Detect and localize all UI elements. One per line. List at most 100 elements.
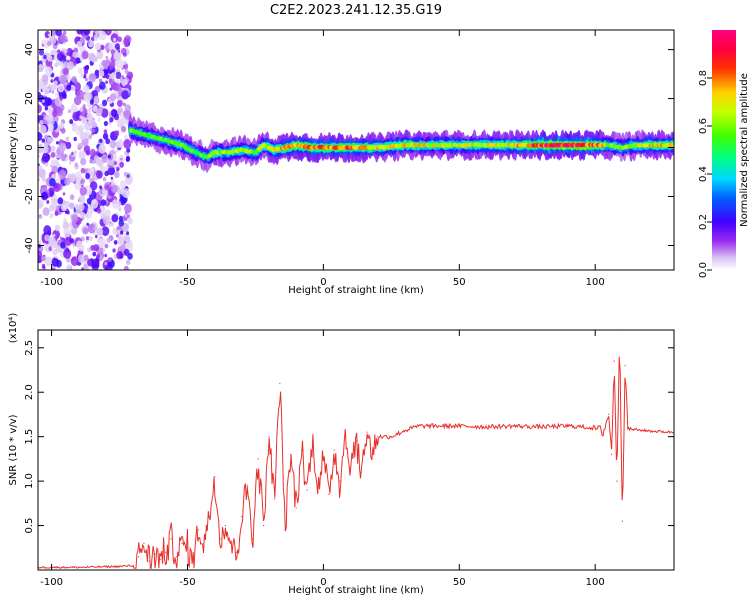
snr-data-point: [143, 542, 145, 544]
noise-cell: [62, 221, 70, 230]
colorbar: 0.0 0.2 0.4 0.6 0.8 Normalized spectral ampl…: [698, 30, 750, 278]
noise-cell: [115, 71, 122, 80]
noise-cell: [38, 144, 44, 154]
snr-panel: -100 -50 0 50 100 0.5 1.0 1.5 2.0 2.5 Height of s…: [8, 313, 675, 596]
noise-cell: [48, 178, 56, 187]
snr-marks: [38, 330, 674, 569]
spectrogram-x-tick-label: -100: [40, 277, 63, 288]
noise-cell: [56, 52, 64, 61]
noise-cell: [38, 49, 45, 56]
colorbar-gradient: [712, 30, 736, 270]
noise-cell: [41, 43, 45, 47]
noise-cell: [58, 169, 67, 180]
noise-cell: [122, 232, 131, 242]
noise-cell: [83, 84, 90, 93]
noise-cell: [50, 79, 54, 83]
noise-cell: [42, 207, 50, 216]
noise-cell: [126, 147, 131, 153]
snr-data-point: [610, 453, 613, 455]
noise-cell: [90, 128, 93, 132]
noise-cell: [71, 123, 79, 133]
snr-data-point: [624, 365, 626, 367]
noise-cell: [38, 202, 41, 207]
noise-cell: [115, 234, 119, 238]
noise-cell: [41, 74, 49, 83]
noise-cell: [90, 181, 98, 191]
noise-cell: [44, 256, 53, 267]
colorbar-tick-label: 0.8: [698, 70, 709, 86]
snr-data-point: [230, 542, 232, 544]
noise-cell: [102, 248, 106, 252]
noise-cell: [125, 174, 133, 185]
noise-cell: [102, 99, 108, 107]
snr-data-point: [431, 425, 433, 427]
noise-cell: [52, 110, 58, 118]
noise-cell: [53, 80, 58, 86]
noise-cell: [104, 69, 109, 75]
noise-cell: [115, 141, 121, 148]
noise-cell: [41, 263, 46, 269]
noise-cell: [58, 122, 64, 129]
noise-cell: [88, 235, 93, 242]
noise-cell: [114, 130, 120, 137]
snr-data-point: [263, 525, 265, 527]
noise-cell: [100, 199, 107, 207]
spectrogram-y-tick-label: -20: [24, 188, 35, 204]
spectrogram-y-tick-label: -40: [24, 237, 35, 253]
noise-cell: [95, 157, 101, 166]
snr-data-point: [214, 476, 216, 478]
snr-x-axis-label: Height of straight line (km): [288, 585, 424, 596]
noise-cell: [110, 179, 114, 184]
noise-cell: [124, 150, 128, 155]
snr-data-point: [268, 436, 270, 438]
colorbar-tick-label: 0.0: [698, 262, 709, 278]
snr-data-point: [170, 538, 172, 540]
noise-cell: [111, 109, 118, 118]
noise-cell: [82, 227, 89, 235]
noise-cell: [122, 61, 126, 66]
noise-cell: [39, 120, 44, 125]
snr-y-tick-label: 1.0: [24, 473, 35, 489]
snr-y-tick-label: 1.5: [24, 429, 35, 445]
snr-data-point: [154, 553, 156, 555]
spectrogram-y-axis-label: Frequency (Hz): [8, 112, 19, 188]
noise-cell: [121, 78, 128, 87]
noise-cell: [81, 216, 85, 220]
noise-cell: [50, 152, 56, 158]
noise-cell: [73, 136, 77, 142]
spectrogram-cells: [38, 30, 674, 270]
noise-cell: [116, 167, 120, 172]
noise-cell: [94, 37, 98, 42]
noise-cell: [98, 30, 107, 41]
snr-data-point: [192, 560, 194, 562]
noise-cell: [59, 142, 67, 152]
snr-data-point: [643, 429, 645, 431]
noise-cell: [70, 256, 79, 267]
snr-data-point: [208, 516, 210, 518]
snr-x-tick-label: 0: [320, 577, 326, 588]
noise-cell: [81, 50, 89, 60]
noise-cell: [82, 30, 91, 36]
snr-y-tick-label: 2.5: [24, 340, 35, 356]
noise-cell: [69, 202, 75, 210]
snr-data-point: [513, 425, 515, 427]
noise-cell: [119, 188, 125, 195]
noise-cell: [108, 77, 115, 86]
noise-cell: [105, 184, 110, 190]
noise-cell: [83, 264, 88, 270]
noise-cell: [96, 227, 104, 236]
noise-cell: [86, 112, 93, 120]
spectrogram-y-tick-label: 0: [24, 144, 35, 150]
noise-cell: [62, 67, 69, 76]
noise-cell: [108, 121, 112, 126]
noise-cell: [89, 99, 94, 105]
noise-cell: [77, 175, 82, 181]
noise-cell: [47, 55, 53, 62]
noise-cell: [47, 40, 52, 47]
noise-cell: [40, 255, 46, 262]
noise-cell: [66, 264, 72, 270]
snr-data-point: [344, 436, 346, 438]
noise-cell: [96, 208, 102, 214]
noise-cell: [108, 223, 112, 227]
noise-cell: [45, 66, 53, 76]
